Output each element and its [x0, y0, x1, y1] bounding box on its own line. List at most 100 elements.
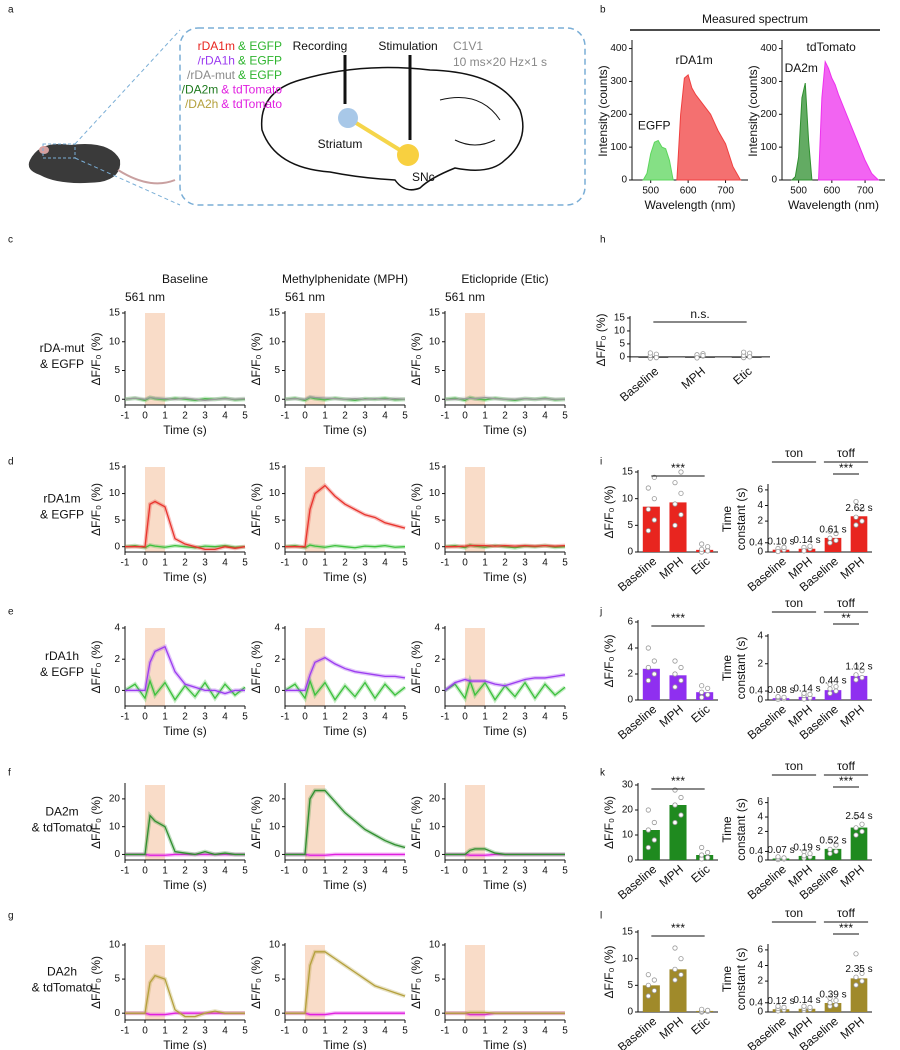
y-tick-label: 10 [109, 488, 121, 499]
y-tick-label: 2 [757, 826, 763, 837]
data-point [694, 355, 700, 361]
y-tick-label: 200 [610, 109, 627, 120]
y-axis-label: Time [720, 816, 734, 843]
y-tick-label: 5 [114, 515, 120, 526]
category-label: Etic [688, 862, 712, 886]
data-point [678, 677, 684, 684]
row-control-label: & EGFP [40, 508, 84, 522]
row-control-label: & tdTomato [32, 821, 93, 835]
y-tick-label: 300 [760, 76, 777, 87]
x-axis-label: Wavelength (nm) [645, 198, 736, 212]
data-point [859, 668, 865, 674]
value-label: 0.14 s [793, 684, 820, 695]
data-point [678, 664, 684, 671]
y-tick-label: 2 [757, 516, 763, 527]
x-axis-label: Time (s) [323, 423, 367, 437]
trace [444, 674, 566, 691]
x-tick-label: 0 [302, 866, 308, 877]
data-point [645, 844, 651, 851]
x-axis-label: Time (s) [163, 570, 207, 584]
row-control-label: & EGFP [40, 357, 84, 371]
data-point [645, 827, 651, 833]
x-tick-label: 2 [342, 712, 348, 723]
x-tick-label: 1 [162, 712, 168, 723]
bar [798, 1008, 816, 1012]
x-tick-label: 600 [823, 186, 840, 197]
y-axis-label: ΔF/F₀ (%) [409, 956, 423, 1009]
x-tick-label: 1 [482, 411, 488, 422]
construct-control: & EGFP [238, 54, 282, 68]
y-tick-label: 0 [434, 394, 440, 405]
y-tick-label: 15 [429, 308, 441, 319]
y-tick-label: 15 [269, 308, 281, 319]
x-tick-label: 5 [562, 411, 568, 422]
trace-band [285, 949, 406, 1016]
data-point [853, 498, 859, 505]
data-point [672, 977, 678, 983]
x-axis-label: Time (s) [163, 724, 207, 738]
data-point [699, 852, 705, 858]
x-tick-label: -1 [121, 411, 130, 422]
x-tick-label: -1 [441, 712, 450, 723]
x-tick-label: 500 [642, 186, 659, 197]
y-tick-label: 5 [114, 365, 120, 376]
y-tick-label: 15 [269, 462, 281, 473]
y-tick-label: 0 [627, 695, 633, 706]
value-label: 2.62 s [845, 503, 872, 514]
x-tick-label: 0 [142, 411, 148, 422]
x-tick-label: 1 [482, 866, 488, 877]
row-sensor-label: DA2h [47, 965, 77, 979]
x-tick-label: 0 [302, 712, 308, 723]
data-point [827, 681, 833, 687]
y-tick-label: 0 [757, 695, 763, 706]
data-point [801, 848, 807, 855]
data-point [699, 683, 705, 689]
data-point [827, 846, 833, 852]
y-tick-label: 400 [610, 43, 627, 54]
construct-label: /rDA-mut & EGFP [187, 68, 282, 82]
y-axis-label: constant (s) [734, 798, 748, 861]
y-tick-label: 15 [109, 462, 121, 473]
x-tick-label: -1 [441, 558, 450, 569]
y-tick-label: 10 [429, 488, 441, 499]
x-tick-label: 3 [202, 558, 208, 569]
value-label: 0.14 s [793, 995, 820, 1006]
value-label: 1.12 s [845, 661, 872, 672]
y-axis-label: Time [720, 966, 734, 993]
y-tick-label: 0 [757, 1007, 763, 1018]
y-tick-label: 0.4 [749, 686, 763, 697]
data-point [678, 956, 684, 962]
spectrum-area [676, 73, 742, 181]
stim-window [145, 467, 165, 552]
panel-letter: c [8, 235, 13, 246]
y-tick-label: 2 [114, 654, 120, 665]
y-tick-label: 5 [627, 980, 633, 991]
x-axis-label: Wavelength (nm) [788, 198, 879, 212]
data-point [672, 658, 678, 664]
category-label: MPH [657, 1014, 686, 1042]
trace-band [125, 499, 246, 552]
y-tick-label: 0 [274, 685, 280, 696]
significance-label: *** [671, 611, 685, 625]
x-tick-label: -1 [441, 1026, 450, 1037]
value-label: 2.35 s [845, 964, 872, 975]
stim-window [145, 945, 165, 1020]
y-tick-label: 15 [622, 467, 634, 478]
x-tick-label: 5 [562, 558, 568, 569]
y-tick-label: 2 [274, 654, 280, 665]
x-tick-label: -1 [281, 411, 290, 422]
panel-letter: f [8, 768, 11, 779]
row-control-label: & EGFP [40, 665, 84, 679]
x-tick-label: 3 [522, 866, 528, 877]
series-label: EGFP [638, 119, 671, 133]
data-point [801, 548, 807, 554]
category-label: MPH [657, 862, 686, 890]
value-label: 0.07 s [767, 845, 794, 856]
data-point [645, 807, 651, 813]
data-point [645, 664, 651, 671]
x-tick-label: 2 [502, 1026, 508, 1037]
bar [669, 969, 687, 1012]
data-point [651, 671, 657, 677]
x-tick-label: 3 [362, 558, 368, 569]
